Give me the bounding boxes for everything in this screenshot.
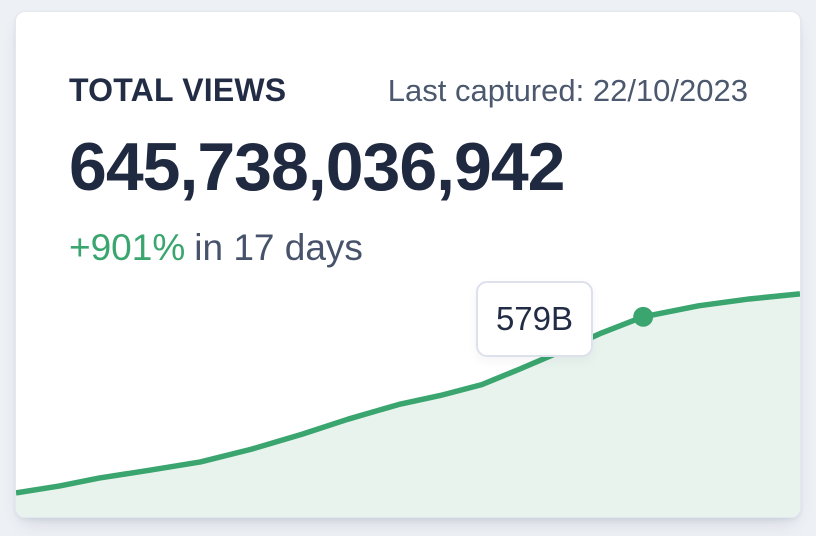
delta-row: +901% in 17 days [69,227,363,269]
delta-period: in 17 days [194,227,363,268]
last-captured-label: Last captured: 22/10/2023 [387,73,748,108]
total-views-card: TOTAL VIEWS Last captured: 22/10/2023 64… [15,11,801,518]
card-title: TOTAL VIEWS [69,72,287,108]
highlight-dot[interactable] [633,306,654,327]
area-fill [16,293,800,517]
tooltip-value: 579B [495,300,574,337]
chart-tooltip: 579B [476,281,593,357]
total-views-value: 645,738,036,942 [69,129,565,205]
delta-percent: +901% [69,227,186,268]
card-header: TOTAL VIEWS Last captured: 22/10/2023 [69,72,748,108]
views-area-chart[interactable]: 579B [16,12,800,517]
